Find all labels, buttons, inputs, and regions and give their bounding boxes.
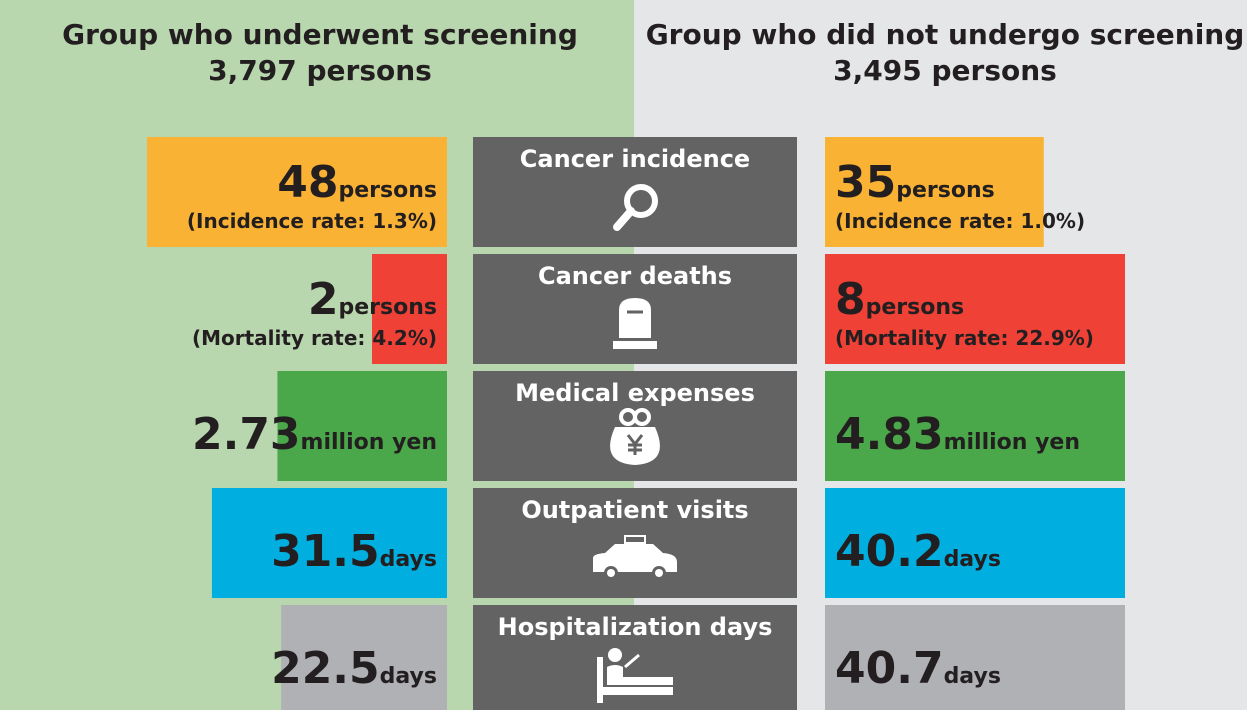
icon-part — [633, 408, 651, 426]
value-unit: persons — [339, 295, 437, 320]
icon-part — [608, 648, 622, 662]
bar — [281, 605, 447, 710]
category-label: Cancer incidence — [520, 145, 750, 173]
value-text: 4.83million yen — [835, 409, 1080, 460]
icon-part — [593, 544, 677, 572]
value-unit: days — [380, 547, 437, 572]
value-number: 8 — [835, 274, 866, 325]
icon-part — [619, 298, 651, 338]
group-title: Group who did not undergo screening — [646, 18, 1245, 51]
category-icon — [597, 648, 673, 703]
value-number: 4.83 — [835, 409, 944, 460]
value-text: 2.73million yen — [192, 409, 437, 460]
category-label: Hospitalization days — [498, 613, 773, 641]
value-number: 2.73 — [192, 409, 301, 460]
category-icon — [610, 408, 660, 465]
value-number: 48 — [277, 157, 338, 208]
value-text: 31.5days — [271, 526, 437, 577]
value-number: 35 — [835, 157, 896, 208]
icon-part — [624, 184, 658, 218]
value-text: 35persons — [835, 157, 995, 208]
value-note: (Incidence rate: 1.0%) — [835, 209, 1085, 233]
bar — [825, 605, 1125, 710]
value-text: 40.2days — [835, 526, 1001, 577]
group-count: 3,495 persons — [833, 54, 1057, 87]
icon-part — [624, 535, 646, 544]
icon-part — [597, 657, 603, 703]
bar — [211, 488, 447, 598]
bar — [825, 137, 1044, 247]
value-unit: days — [380, 664, 437, 689]
category-icon — [593, 535, 677, 580]
icon-part — [626, 434, 644, 455]
bar — [825, 371, 1125, 481]
value-number: 22.5 — [271, 643, 380, 694]
value-number: 2 — [308, 274, 339, 325]
category-icon — [613, 298, 657, 349]
value-note: (Mortality rate: 4.2%) — [192, 326, 437, 350]
category-label: Medical expenses — [515, 379, 755, 407]
value-unit: persons — [866, 295, 964, 320]
value-unit: days — [944, 547, 1001, 572]
category-icon — [613, 184, 658, 231]
value-unit: million yen — [944, 430, 1080, 455]
bar — [825, 488, 1125, 598]
value-unit: days — [944, 664, 1001, 689]
category-label: Cancer deaths — [538, 262, 732, 290]
value-text: 40.7days — [835, 643, 1001, 694]
icon-part — [607, 569, 615, 577]
category-box — [473, 137, 797, 247]
group-title: Group who underwent screening — [62, 18, 578, 51]
bar — [147, 137, 447, 247]
icon-part — [655, 569, 663, 577]
value-unit: persons — [339, 178, 437, 203]
value-unit: persons — [896, 178, 994, 203]
icon-part — [603, 687, 673, 695]
icon-part — [613, 207, 635, 231]
value-number: 40.2 — [835, 526, 944, 577]
value-note: (Mortality rate: 22.9%) — [835, 326, 1094, 350]
icon-part — [613, 341, 657, 349]
value-number: 31.5 — [271, 526, 380, 577]
icon-part — [607, 665, 673, 685]
value-note: (Incidence rate: 1.3%) — [187, 209, 437, 233]
group-count: 3,797 persons — [208, 54, 432, 87]
bar — [825, 254, 1125, 364]
value-text: 22.5days — [271, 643, 437, 694]
value-text: 8persons — [835, 274, 964, 325]
value-number: 40.7 — [835, 643, 944, 694]
value-text: 48persons — [277, 157, 437, 208]
bar — [372, 254, 447, 364]
bar — [277, 371, 447, 481]
value-text: 2persons — [308, 274, 437, 325]
value-unit: million yen — [301, 430, 437, 455]
icon-part — [624, 653, 640, 669]
category-label: Outpatient visits — [521, 496, 748, 524]
